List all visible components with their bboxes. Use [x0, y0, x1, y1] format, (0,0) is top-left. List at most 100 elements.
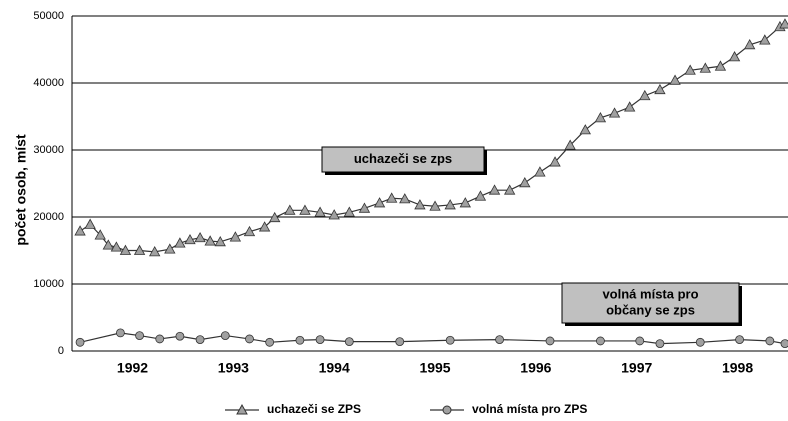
- circle-marker: [765, 336, 775, 346]
- legend-label: volná místa pro ZPS: [472, 402, 587, 416]
- series-line: [79, 332, 786, 345]
- triangle-marker: [149, 246, 161, 257]
- circle-marker: [344, 337, 354, 347]
- circle-marker: [635, 336, 645, 346]
- triangle-marker: [243, 225, 256, 237]
- triangle-marker: [564, 139, 576, 150]
- x-tick-label: 1995: [419, 360, 450, 376]
- triangle-marker: [84, 218, 96, 229]
- triangle-marker: [184, 233, 196, 245]
- triangle-marker: [459, 197, 471, 208]
- circle-marker: [655, 339, 665, 349]
- circle-marker: [265, 337, 275, 347]
- triangle-marker: [328, 209, 340, 220]
- legend-circle: [442, 405, 452, 415]
- triangle-marker: [204, 235, 216, 246]
- triangle-marker: [110, 241, 123, 252]
- triangle-marker: [385, 192, 398, 203]
- triangle-marker: [314, 206, 326, 217]
- circle-marker: [135, 331, 144, 340]
- triangle-marker: [743, 38, 756, 50]
- circle-marker: [116, 328, 125, 338]
- triangle-marker: [669, 74, 681, 85]
- triangle-marker: [623, 101, 636, 112]
- circle-marker: [155, 334, 165, 344]
- triangle-marker: [74, 225, 86, 236]
- annotation-text: volná místa pro: [602, 286, 698, 301]
- x-tick-label: 1998: [722, 360, 753, 376]
- triangle-marker: [714, 60, 727, 71]
- triangle-marker: [639, 89, 651, 101]
- circle-marker: [780, 339, 788, 349]
- triangle-marker: [102, 239, 114, 250]
- circle-marker: [175, 331, 185, 341]
- triangle-marker: [779, 18, 788, 29]
- circle-marker: [445, 335, 455, 345]
- y-tick-label: 40000: [33, 77, 64, 89]
- x-tick-label: 1993: [218, 360, 249, 376]
- circle-marker: [245, 334, 254, 344]
- circle-marker: [75, 337, 85, 347]
- y-tick-label: 30000: [33, 144, 64, 156]
- x-tick-label: 1994: [319, 360, 350, 376]
- triangle-marker: [488, 184, 501, 195]
- triangle-marker: [519, 177, 531, 188]
- circle-marker: [195, 335, 205, 345]
- circle-marker: [596, 336, 605, 346]
- triangle-marker: [284, 204, 296, 215]
- triangle-marker: [174, 237, 186, 248]
- triangle-marker: [299, 204, 311, 215]
- legend-marker: [236, 403, 248, 415]
- triangle-marker: [654, 83, 666, 95]
- triangle-marker: [343, 206, 356, 217]
- triangle-marker: [229, 231, 242, 242]
- triangle-marker: [474, 190, 487, 201]
- triangle-marker: [699, 62, 711, 73]
- circle-marker: [735, 335, 744, 345]
- triangle-marker: [373, 197, 386, 208]
- x-tick-label: 1996: [520, 360, 551, 376]
- annotation-box: [561, 282, 740, 324]
- triangle-marker: [258, 221, 271, 232]
- triangle-marker: [503, 184, 516, 195]
- legend-triangle: [236, 403, 248, 415]
- x-tick-label: 1992: [117, 360, 148, 376]
- triangle-marker: [759, 34, 771, 45]
- triangle-marker: [119, 244, 132, 255]
- y-tick-label: 50000: [33, 10, 64, 22]
- triangle-marker: [214, 235, 226, 247]
- y-axis-label: počet osob, míst: [13, 134, 29, 246]
- triangle-marker: [549, 156, 561, 167]
- triangle-marker: [133, 244, 146, 255]
- x-tick-label: 1997: [621, 360, 652, 376]
- triangle-marker: [444, 199, 456, 210]
- circle-marker: [545, 336, 555, 346]
- circle-marker: [315, 335, 325, 345]
- triangle-marker: [728, 51, 741, 62]
- triangle-marker: [399, 193, 411, 204]
- triangle-marker: [358, 202, 371, 213]
- triangle-marker: [269, 211, 281, 223]
- circle-marker: [395, 337, 405, 347]
- triangle-marker: [414, 199, 426, 210]
- triangle-marker: [164, 243, 176, 254]
- y-tick-label: 10000: [33, 278, 64, 290]
- annotation-box: [321, 146, 485, 173]
- triangle-marker: [684, 64, 696, 75]
- circle-marker: [695, 337, 705, 347]
- triangle-marker: [594, 112, 607, 123]
- circle-marker: [295, 335, 305, 345]
- legend-label: uchazeči se ZPS: [267, 402, 361, 416]
- legend-marker: [442, 405, 452, 415]
- y-tick-label: 20000: [33, 211, 64, 223]
- annotation-text: uchazeči se zps: [354, 151, 452, 166]
- y-tick-label: 0: [58, 345, 64, 357]
- triangle-marker: [194, 231, 206, 243]
- circle-marker: [495, 335, 504, 345]
- triangle-marker: [429, 200, 441, 211]
- triangle-marker: [94, 229, 106, 240]
- annotation-text: občany se zps: [606, 302, 695, 317]
- circle-marker: [220, 331, 230, 340]
- triangle-marker: [534, 166, 546, 177]
